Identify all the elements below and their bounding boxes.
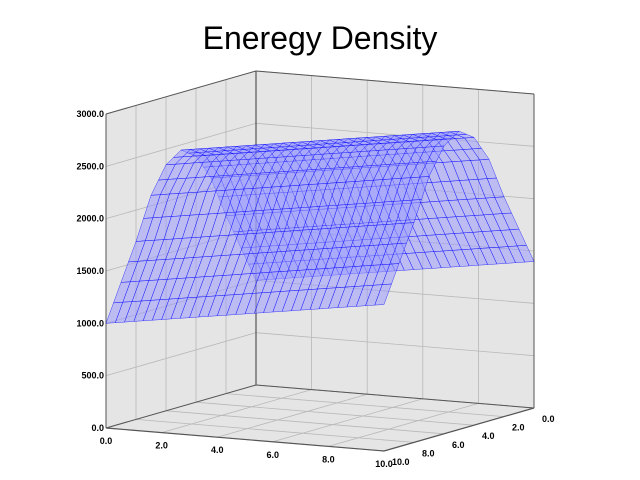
- x-tick-label: 2.0: [512, 423, 525, 433]
- grid-line: [255, 122, 535, 147]
- grid-line: [195, 401, 475, 426]
- z-tick-label: 1000.0: [76, 318, 104, 328]
- y-tick-label: 8.0: [322, 454, 335, 464]
- y-tick-label: 2.0: [155, 441, 168, 451]
- grid-line: [217, 393, 368, 438]
- grid-line: [161, 389, 312, 433]
- grid-line: [255, 332, 535, 357]
- chart-title: Eneregy Density: [202, 20, 438, 56]
- surface-cell: [105, 301, 124, 324]
- axis-edge: [105, 427, 385, 452]
- grid-line: [135, 419, 415, 443]
- grid-line: [328, 403, 479, 447]
- grid-line: [165, 410, 445, 435]
- grid-line: [105, 122, 257, 167]
- tick-labels: 0.0 500.0 1000.0 1500.0 2000.0 2500.0 3000.0 0.…: [76, 109, 554, 469]
- z-tick-label: 500.0: [81, 371, 104, 381]
- x-tick-label: 4.0: [482, 431, 495, 441]
- y-tick-label: 0.0: [100, 436, 113, 446]
- grid-line: [272, 398, 423, 443]
- grid-line: [105, 332, 257, 377]
- axis-edge: [255, 384, 535, 409]
- x-tick-label: 8.0: [422, 448, 435, 458]
- grid-line: [225, 393, 505, 417]
- y-tick-label: 4.0: [211, 445, 224, 455]
- axis-edge: [383, 407, 535, 452]
- axis-edge: [105, 384, 257, 429]
- x-tick-label: 10.0: [392, 457, 410, 467]
- floor-pane: [106, 385, 534, 451]
- z-tick-label: 3000.0: [76, 109, 104, 119]
- energy-surface: [105, 130, 535, 324]
- z-tick-label: 2500.0: [76, 161, 104, 171]
- z-tick-label: 0.0: [91, 423, 104, 433]
- axis-edge: [105, 70, 257, 115]
- x-tick-label: 6.0: [452, 440, 465, 450]
- x-tick-label: 0.0: [542, 414, 555, 424]
- y-tick-label: 6.0: [267, 450, 280, 460]
- z-tick-label: 2000.0: [76, 214, 104, 224]
- z-tick-label: 1500.0: [76, 266, 104, 276]
- axis-edge: [255, 70, 535, 95]
- y-tick-label: 10.0: [375, 459, 393, 469]
